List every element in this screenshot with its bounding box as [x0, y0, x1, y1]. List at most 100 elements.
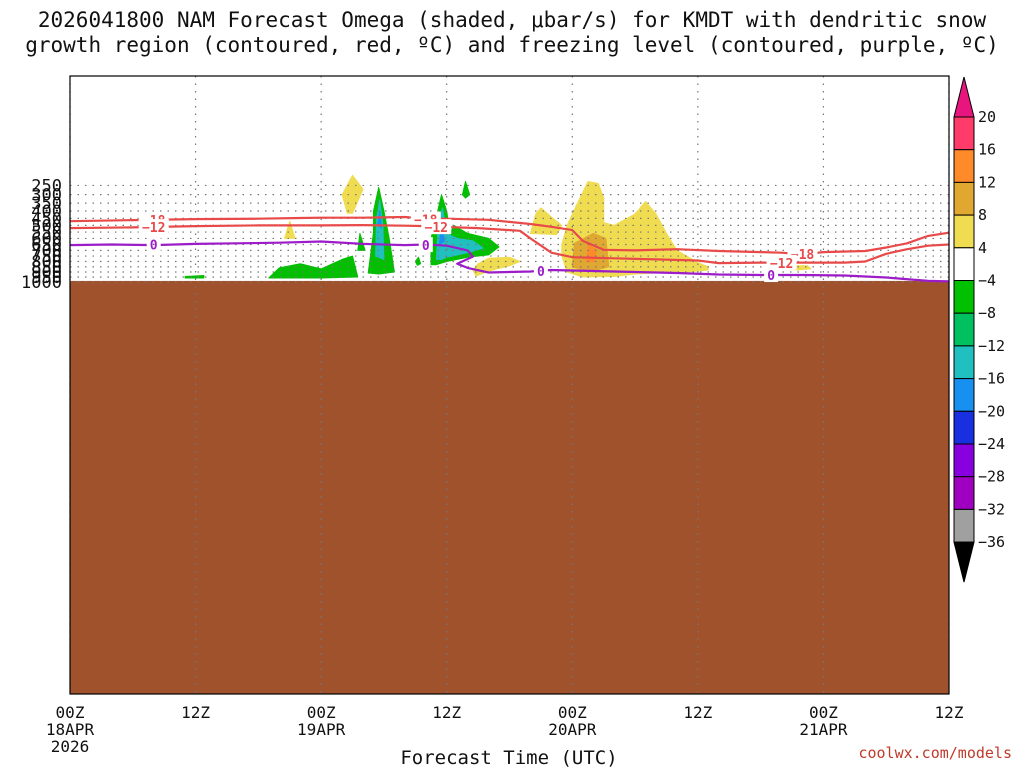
contour-label-bg-1-1 [421, 219, 452, 235]
contour-label--12C-0: −12 [142, 221, 165, 236]
x-tick-line-0-1: 18APR [46, 720, 95, 739]
contour-label-0C-2: 0 [537, 265, 545, 280]
contour-label-0C-0: 0 [150, 239, 158, 254]
y-tick-label-250: 250 [31, 176, 62, 196]
colorbar-swatch-6 [953, 312, 975, 347]
colorbar-label-11: −28 [978, 468, 1005, 486]
y-tick-label-350: 350 [31, 194, 62, 214]
y-tick-label-850: 850 [31, 258, 62, 278]
colorbar-label-13: −36 [978, 533, 1005, 551]
x-tick-line-36-0: 12Z [432, 703, 461, 722]
colorbar-swatch-5 [953, 280, 975, 314]
colorbar-swatch-1 [953, 149, 975, 183]
x-tick-line-72-0: 00Z [809, 703, 838, 722]
contour-line-0C [69, 240, 950, 283]
x-tick-line-72-1: 21APR [799, 720, 848, 739]
x-tick-line-48-1: 20APR [548, 720, 597, 739]
contour-label-bg-1-2 [766, 254, 797, 270]
y-tick-label-700: 700 [31, 241, 62, 261]
contour-label--12C-1: −12 [425, 221, 448, 236]
colorbar-label-10: −24 [978, 435, 1005, 453]
colorbar: 20 16 12 8 4 −4 −8 −12 −16 −20 −24 −28 −32 −36 [953, 76, 1005, 583]
colorbar-label-9: −20 [978, 402, 1005, 420]
colorbar-swatch-4 [953, 247, 975, 282]
colorbar-label-6: −8 [978, 304, 996, 322]
y-tick-label-500: 500 [31, 216, 62, 236]
omega-region-10 [461, 181, 471, 199]
y-tick-label-800: 800 [31, 253, 62, 273]
credit-link[interactable]: coolwx.com/models [858, 744, 1012, 762]
x-tick-label-12: 12Z [181, 703, 210, 722]
colorbar-swatch-12 [953, 508, 975, 543]
y-tick-label-400: 400 [31, 202, 62, 222]
y-tick-label-900: 900 [31, 263, 62, 283]
y-tick-label-300: 300 [31, 186, 62, 206]
omega-region-0 [341, 174, 364, 214]
colorbar-swatch-3 [953, 214, 975, 249]
colorbar-bottom-arrow [953, 541, 975, 583]
colorbar-top-arrow [953, 76, 975, 118]
colorbar-swatch-9 [953, 410, 975, 445]
colorbar-label-1: 16 [978, 141, 996, 159]
omega-region-12 [414, 256, 422, 266]
x-tick-label-48: 00Z 20APR [548, 703, 597, 739]
contour-label-bg-2-2 [533, 262, 548, 278]
y-tick-label-450: 450 [31, 209, 62, 229]
y-axis-ticks: 2503003504004505005506006507007508008509… [21, 176, 62, 292]
colorbar-label-2: 12 [978, 173, 996, 191]
x-tick-line-24-1: 19APR [297, 720, 346, 739]
colorbar-swatch-0 [953, 116, 975, 151]
x-tick-line-12-0: 12Z [181, 703, 210, 722]
colorbar-label-7: −12 [978, 337, 1005, 355]
x-tick-label-24: 00Z 19APR [297, 703, 346, 739]
contour-label-bg-2-1 [418, 237, 433, 253]
ground-layer [70, 280, 949, 694]
y-tick-label-600: 600 [31, 229, 62, 249]
y-tick-label-1000: 1000 [21, 273, 62, 293]
contour-label-0C-1: 0 [422, 239, 430, 254]
contour-line--18C [69, 215, 950, 256]
omega-region-1 [284, 220, 296, 239]
colorbar-label-12: −32 [978, 500, 1005, 518]
contour-label-bg-2-3 [764, 267, 779, 283]
y-tick-label-650: 650 [31, 236, 62, 256]
x-tick-label-60: 12Z [683, 703, 712, 722]
colorbar-label-3: 8 [978, 206, 987, 224]
x-tick-line-0-0: 00Z [56, 703, 85, 722]
omega-region-6 [357, 232, 366, 251]
contour-line--12C [69, 224, 950, 265]
colorbar-label-0: 20 [978, 108, 996, 126]
omega-region-5 [268, 255, 359, 279]
contour-label-0C-3: 0 [767, 269, 775, 284]
y-tick-label-950: 950 [31, 268, 62, 288]
colorbar-swatch-2 [953, 181, 975, 216]
ground-fill [70, 280, 949, 694]
y-tick-label-550: 550 [31, 223, 62, 243]
omega-region-11 [184, 275, 205, 279]
x-tick-line-48-0: 00Z [558, 703, 587, 722]
colorbar-swatch-11 [953, 476, 975, 510]
colorbar-swatch-8 [953, 378, 975, 412]
x-tick-label-0: 00Z 18APR 2026 [46, 703, 95, 756]
x-tick-line-60-0: 12Z [683, 703, 712, 722]
plot-frame [69, 75, 950, 695]
x-axis-label: Forecast Time (UTC) [400, 747, 617, 768]
colorbar-label-4: 4 [978, 239, 987, 257]
contour-label-bg-2-0 [146, 236, 161, 252]
x-tick-line-84-0: 12Z [935, 703, 964, 722]
contour-label-bg-1-0 [138, 219, 169, 235]
colorbar-swatch-10 [953, 443, 975, 478]
x-tick-label-84: 12Z [935, 703, 964, 722]
colorbar-swatch-7 [953, 345, 975, 380]
chart-title-line-1: 2026041800 NAM Forecast Omega (shaded, μ… [38, 8, 987, 32]
x-tick-label-72: 00Z 21APR [799, 703, 848, 739]
colorbar-label-8: −16 [978, 370, 1005, 388]
colorbar-label-5: −4 [978, 272, 996, 290]
x-tick-line-24-0: 00Z [307, 703, 336, 722]
x-tick-label-36: 12Z [432, 703, 461, 722]
y-tick-label-750: 750 [31, 247, 62, 267]
x-tick-line-0-2: 2026 [51, 737, 90, 756]
